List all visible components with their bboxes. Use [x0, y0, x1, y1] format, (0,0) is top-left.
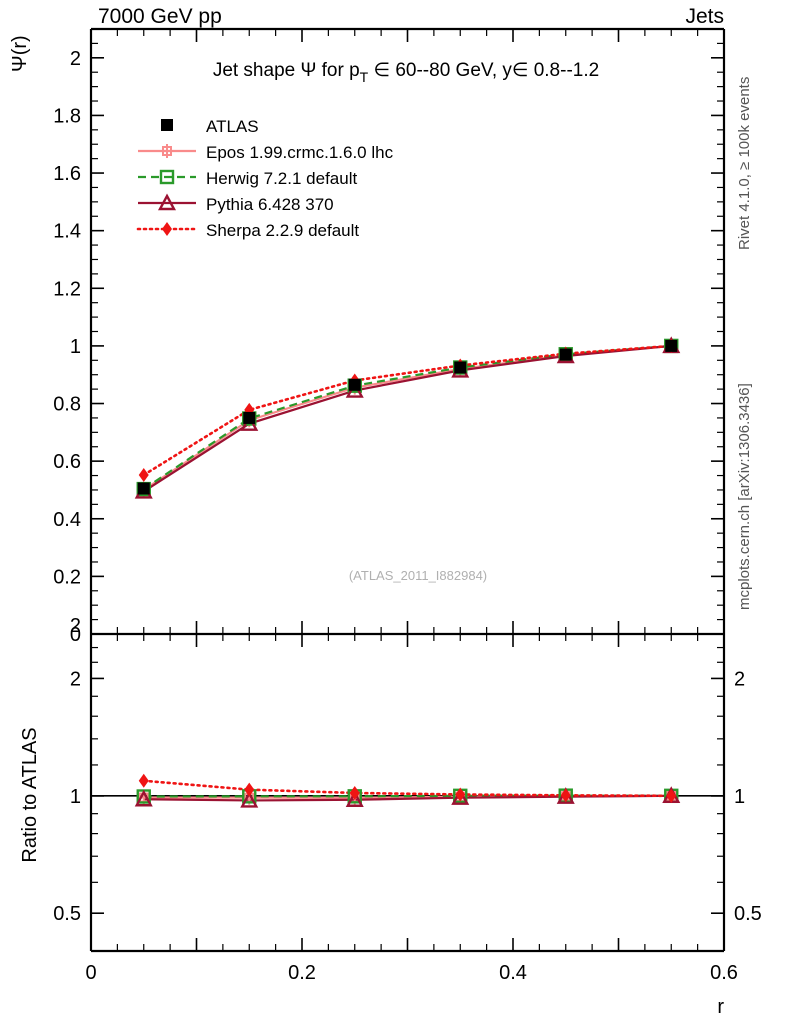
main-y-tick-label-0_2: 0.2	[53, 566, 81, 588]
header-right-label: Jets	[685, 5, 724, 28]
main-marker-atlas	[137, 482, 150, 495]
title-psi: Ψ	[300, 60, 316, 81]
main-y-tick-label-1_4: 1.4	[53, 221, 81, 243]
main-y-tick-label-0_8: 0.8	[53, 394, 81, 416]
ratio-marker-pythia	[134, 789, 153, 807]
main-y-tick-label-1_6: 1.6	[53, 163, 81, 185]
legend-label-3: Pythia 6.428 370	[206, 195, 334, 214]
plot-geometry: 00.20.40.60.811.21.41.61.820.5 0.51 12 220 0…	[53, 27, 762, 984]
main-marker-atlas	[665, 339, 678, 352]
ratio-y-tick-label-left-2: 2	[70, 668, 81, 690]
ratio-marker-sherpa	[560, 788, 571, 803]
main-series-line-pythia	[143, 344, 672, 493]
main-marker-atlas	[559, 348, 572, 361]
ratio-marker-sherpa	[138, 773, 149, 788]
legend-marker-2	[159, 169, 175, 185]
ratio-marker-pythia	[240, 790, 259, 808]
x-axis-label: r	[717, 996, 724, 1018]
ratio-marker-pythia	[345, 790, 364, 807]
ratio-marker-sherpa	[455, 787, 466, 802]
ratio-marker-sherpa	[666, 788, 677, 803]
title-part3: ∈ 60--80 GeV, y∈ 0.8--1.2	[368, 60, 599, 81]
ratio-y-tick-label-right-1: 1	[734, 786, 745, 808]
x-tick-label-0_2: 0.2	[288, 962, 316, 984]
legend-label-0: ATLAS	[206, 117, 259, 136]
main-marker-sherpa	[138, 467, 149, 482]
x-tick-label-0: 0	[85, 962, 96, 984]
sidenote-mcplots: mcplots.cern.ch [arXiv:1306.3436]	[736, 383, 753, 610]
main-y-tick-label-0_4: 0.4	[53, 509, 81, 531]
legend-label-1: Epos 1.99.crmc.1.6.0 lhc	[206, 143, 394, 162]
main-y-tick-label-1_8: 1.8	[53, 105, 81, 127]
ratio-marker-sherpa	[244, 782, 255, 797]
legend-label-4: Sherpa 2.2.9 default	[206, 221, 359, 240]
legend-label-2: Herwig 7.2.1 default	[206, 169, 357, 188]
title-subscript: T	[360, 69, 369, 85]
ratio-series-line-sherpa	[142, 779, 673, 798]
main-marker-atlas	[243, 411, 256, 424]
ratio-y-tick-label-right-2: 2	[734, 668, 745, 690]
title-part1: Jet shape	[213, 60, 301, 81]
main-series-line-sherpa	[142, 344, 673, 477]
main-series-line-herwig	[143, 344, 672, 491]
sidenote-rivet: Rivet 4.1.0, ≥ 100k events	[736, 77, 753, 250]
main-y-tick-label-0_6: 0.6	[53, 451, 81, 473]
main-marker-atlas	[348, 378, 361, 391]
title-part2: for p	[316, 60, 359, 81]
main-y-tick-label-1_2: 1.2	[53, 278, 81, 300]
main-y-axis-label: Ψ(r)	[9, 35, 31, 72]
x-tick-label-0_4: 0.4	[499, 962, 527, 984]
main-y-tick-label-1: 1	[70, 336, 81, 358]
x-tick-label-0_6: 0.6	[710, 962, 738, 984]
legend-marker-1-cross	[160, 144, 174, 158]
ratio-y-tick-label-left-1: 1	[70, 786, 81, 808]
main-y-tick-label-2: 2	[70, 48, 81, 70]
main-marker-atlas	[454, 361, 467, 374]
legend-marker-4	[162, 222, 172, 236]
main-y-axis-zero-label: 2	[70, 615, 81, 637]
ratio-marker-sherpa	[349, 785, 360, 800]
main-y-tick-label-0: 0	[70, 624, 81, 646]
header-left-label: 7000 GeV pp	[98, 5, 222, 28]
legend-marker-3	[157, 193, 177, 211]
ratio-y-tick-label-right-0_5: 0.5	[734, 903, 762, 925]
legend-marker-0	[161, 119, 173, 131]
ratio-y-axis-label: Ratio to ATLAS	[19, 727, 41, 862]
ratio-y-tick-label-left-0_5: 0.5	[53, 903, 81, 925]
plot-title: Jet shape Ψ for pT ∈ 60--80 GeV, y∈ 0.8-…	[213, 60, 599, 85]
ratio-series-line-herwig	[143, 794, 672, 798]
analysis-watermark: (ATLAS_2011_I882984)	[349, 568, 487, 583]
main-series-line-epos	[143, 344, 672, 491]
ratio-marker-pythia	[451, 788, 470, 805]
